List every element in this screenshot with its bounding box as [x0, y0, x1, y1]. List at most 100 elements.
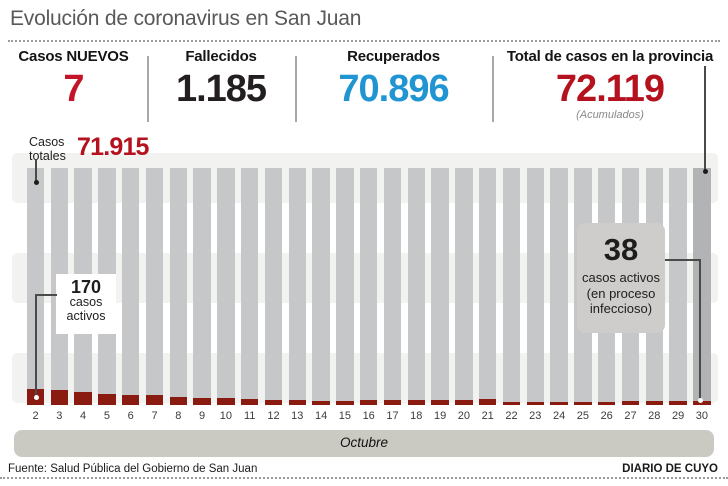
- page-title: Evolución de coronavirus en San Juan: [10, 7, 362, 30]
- x-tick-label-10: 10: [219, 410, 233, 422]
- casos-totales-value: 71.915: [77, 133, 149, 161]
- active-cases-bar-day-16: [359, 400, 378, 405]
- x-tick-label-24: 24: [552, 410, 566, 422]
- stat-recovered-label: Recuperados: [347, 48, 440, 65]
- total-cases-bar-day-8: [169, 168, 188, 405]
- total-cases-bar-day-11: [240, 168, 259, 405]
- connector-line-38-vertical: [699, 259, 701, 400]
- stat-total-value: 72.119: [555, 68, 665, 110]
- x-tick-label-25: 25: [576, 410, 590, 422]
- active-cases-bar-day-9: [193, 398, 211, 405]
- stat-new-cases-value: 7: [63, 68, 84, 110]
- x-tick-label-16: 16: [362, 410, 375, 422]
- x-tick-label-11: 11: [243, 410, 256, 422]
- active-cases-bar-day-30: [693, 401, 711, 405]
- total-cases-bar-day-16: [359, 168, 378, 405]
- active-cases-bar-day-29: [669, 401, 687, 405]
- connector-line-170-horizontal: [35, 294, 57, 296]
- active-cases-bar-day-4: [74, 391, 92, 405]
- footer-dotted-rule: [0, 477, 728, 479]
- active-cases-bar-day-18: [407, 400, 426, 405]
- active-end-label-box: [577, 223, 665, 333]
- active-cases-bar-day-25: [574, 402, 592, 405]
- stat-recovered: Recuperados 70.896: [295, 48, 492, 128]
- active-cases-bar-day-15: [336, 400, 354, 405]
- stat-deaths-value: 1.185: [175, 68, 267, 110]
- x-tick-label-30: 30: [695, 410, 709, 422]
- connector-dot-day30-active: [697, 398, 703, 403]
- stat-new-cases: Casos NUEVOS 7: [0, 48, 147, 128]
- active-cases-bar-day-6: [121, 394, 140, 405]
- active-cases-bar-day-13: [288, 399, 307, 405]
- x-tick-label-22: 22: [505, 410, 518, 422]
- publisher-credit: DIARIO DE CUYO: [622, 463, 718, 475]
- x-tick-label-26: 26: [600, 410, 613, 422]
- header-dotted-rule: [8, 40, 720, 42]
- x-tick-label-9: 9: [199, 410, 206, 422]
- stat-divider: [147, 56, 149, 122]
- active-cases-bar-day-14: [312, 400, 330, 405]
- active-cases-bar-day-22: [502, 401, 521, 405]
- x-tick-label-6: 6: [127, 410, 134, 422]
- x-tick-label-7: 7: [151, 410, 158, 422]
- pointer-dot-day30-top: [702, 169, 708, 174]
- active-cases-bar-day-11: [240, 399, 259, 405]
- active-cases-bar-day-26: [597, 401, 616, 405]
- month-axis-band: [14, 430, 714, 457]
- total-cases-bar-day-30: [693, 168, 711, 405]
- active-cases-bar-day-10: [217, 398, 235, 405]
- x-tick-label-4: 4: [80, 410, 87, 422]
- active-start-label-backdrop: [56, 274, 116, 334]
- x-tick-label-15: 15: [338, 410, 352, 422]
- x-tick-label-8: 8: [175, 410, 182, 422]
- total-cases-bar-day-15: [336, 168, 354, 405]
- x-tick-label-12: 12: [267, 410, 280, 422]
- total-cases-bar-day-20: [455, 168, 473, 405]
- active-cases-bar-day-20: [455, 399, 473, 405]
- connector-dot-day2-active: [33, 395, 39, 400]
- total-cases-bar-day-19: [431, 168, 449, 405]
- x-tick-label-27: 27: [624, 410, 637, 422]
- total-cases-bar-day-18: [407, 168, 426, 405]
- stat-total: Total de casos en la provincia 72.119 (A…: [492, 48, 728, 128]
- source-credit: Fuente: Salud Pública del Gobierno de Sa…: [8, 463, 258, 475]
- active-cases-bar-day-23: [526, 401, 545, 405]
- month-label: Octubre: [339, 435, 389, 450]
- stat-total-label: Total de casos en la provincia: [506, 48, 714, 65]
- stat-divider: [492, 56, 494, 122]
- x-tick-label-20: 20: [457, 410, 471, 422]
- active-cases-bar-day-7: [145, 394, 164, 405]
- x-tick-label-18: 18: [410, 410, 423, 422]
- total-cases-bar-day-13: [288, 168, 307, 405]
- x-tick-label-17: 17: [386, 410, 399, 422]
- active-cases-bar-day-8: [169, 396, 188, 405]
- active-start-label: 170 casos activos: [66, 277, 106, 323]
- active-cases-bar-day-24: [550, 401, 568, 405]
- total-cases-bar-day-6: [121, 168, 140, 405]
- stat-deaths: Fallecidos 1.185: [147, 48, 295, 128]
- total-cases-bar-day-23: [526, 168, 545, 405]
- total-cases-bar-day-2: [26, 168, 45, 405]
- total-cases-bar-day-21: [478, 168, 497, 405]
- active-cases-bar-day-17: [383, 400, 402, 405]
- active-cases-bar-day-5: [98, 393, 116, 405]
- total-cases-bar-day-24: [550, 168, 568, 405]
- x-tick-label-2: 2: [32, 410, 39, 422]
- total-cases-bar-day-14: [312, 168, 330, 405]
- x-tick-label-29: 29: [671, 410, 685, 422]
- casos-totales-label: Casos totales: [29, 135, 66, 163]
- active-cases-bar-day-3: [50, 390, 69, 405]
- active-cases-bar-day-27: [621, 401, 640, 405]
- active-cases-bar-day-12: [264, 399, 283, 405]
- x-tick-label-28: 28: [648, 410, 661, 422]
- x-tick-label-13: 13: [291, 410, 304, 422]
- x-tick-label-3: 3: [56, 410, 63, 422]
- total-cases-bar-day-10: [217, 168, 235, 405]
- stat-new-cases-label: Casos NUEVOS: [18, 48, 129, 65]
- x-tick-label-19: 19: [433, 410, 447, 422]
- stat-divider: [295, 56, 297, 122]
- pointer-line-day30-top: [704, 66, 706, 171]
- stat-deaths-label: Fallecidos: [185, 48, 257, 65]
- total-cases-bar-day-22: [502, 168, 521, 405]
- pointer-dot-day2-top: [33, 180, 39, 185]
